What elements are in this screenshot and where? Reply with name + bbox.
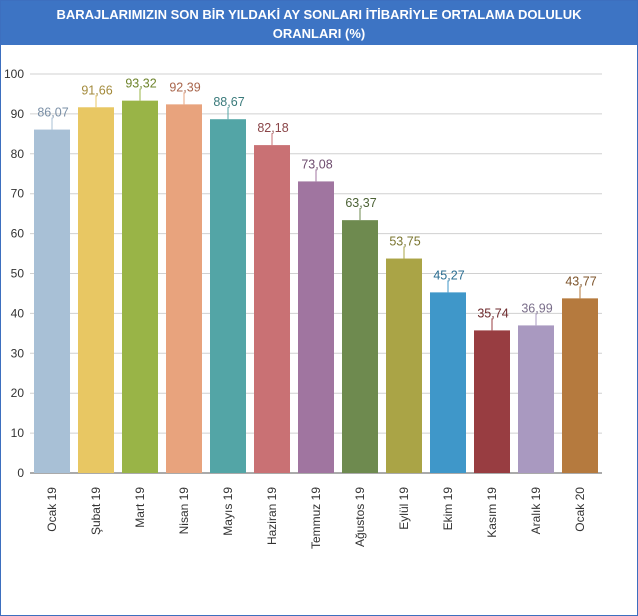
- data-label: 88,67: [213, 95, 244, 109]
- x-tick-label: Şubat 19: [89, 487, 103, 535]
- x-tick-label: Mayıs 19: [221, 487, 235, 536]
- y-tick-label: 70: [11, 187, 25, 201]
- data-label: 53,75: [389, 235, 420, 249]
- x-tick-label: Ağustos 19: [353, 487, 367, 547]
- data-label: 35,74: [477, 306, 508, 320]
- y-axis-ticks: 0 10 20 30 40 50 60 70 80 90 100: [4, 67, 24, 480]
- data-label: 92,39: [169, 80, 200, 94]
- bar: [562, 298, 598, 473]
- bar: [122, 100, 158, 473]
- bar: [166, 104, 202, 474]
- bar: [386, 258, 422, 473]
- y-tick-label: 20: [11, 386, 25, 400]
- data-label: 45,27: [433, 268, 464, 282]
- chart-header: BARAJLARIMIZIN SON BİR YILDAKİ AY SONLAR…: [1, 1, 637, 45]
- y-tick-label: 60: [11, 227, 25, 241]
- x-tick-label: Temmuz 19: [309, 487, 323, 549]
- x-axis-labels: Ocak 19 Şubat 19 Mart 19 Nisan 19 Mayıs 19 Ha…: [45, 487, 587, 549]
- data-labels: 86,07 91,66 93,32 92,39 88,67 82,18 73,08 63,37…: [37, 77, 596, 321]
- data-label: 82,18: [257, 121, 288, 135]
- data-label: 86,07: [37, 106, 68, 120]
- y-tick-label: 100: [4, 67, 24, 81]
- bar: [474, 330, 510, 473]
- data-label-leaders: [51, 88, 581, 331]
- x-tick-label: Ocak 19: [45, 487, 59, 532]
- y-tick-label: 10: [11, 426, 25, 440]
- x-tick-label: Ekim 19: [441, 487, 455, 531]
- bar: [430, 292, 466, 473]
- data-label: 93,32: [125, 77, 156, 91]
- y-tick-label: 80: [11, 147, 25, 161]
- y-tick-label: 40: [11, 306, 25, 320]
- bar: [78, 107, 114, 473]
- bar: [210, 119, 246, 474]
- y-tick-label: 50: [11, 267, 25, 281]
- x-tick-label: Ocak 20: [573, 487, 587, 532]
- chart-title-line-1: BARAJLARIMIZIN SON BİR YILDAKİ AY SONLAR…: [56, 7, 582, 22]
- chart-title-line-2: ORANLARI (%): [272, 26, 366, 41]
- bar: [342, 220, 378, 473]
- y-tick-label: 0: [17, 466, 24, 480]
- x-tick-label: Aralık 19: [529, 487, 543, 535]
- data-label: 43,77: [565, 274, 596, 288]
- data-label: 73,08: [301, 157, 332, 171]
- x-tick-label: Eylül 19: [397, 487, 411, 530]
- data-label: 63,37: [345, 196, 376, 210]
- bar: [298, 181, 334, 473]
- x-tick-label: Mart 19: [133, 487, 147, 528]
- y-tick-label: 90: [11, 107, 25, 121]
- data-label: 36,99: [521, 301, 552, 315]
- data-label: 91,66: [81, 83, 112, 97]
- bar: [34, 129, 70, 474]
- bar: [518, 325, 554, 473]
- bars: [34, 100, 598, 474]
- bar: [254, 145, 290, 473]
- x-tick-label: Nisan 19: [177, 487, 191, 535]
- x-tick-label: Kasım 19: [485, 487, 499, 538]
- x-tick-label: Haziran 19: [265, 487, 279, 545]
- y-tick-label: 30: [11, 346, 25, 360]
